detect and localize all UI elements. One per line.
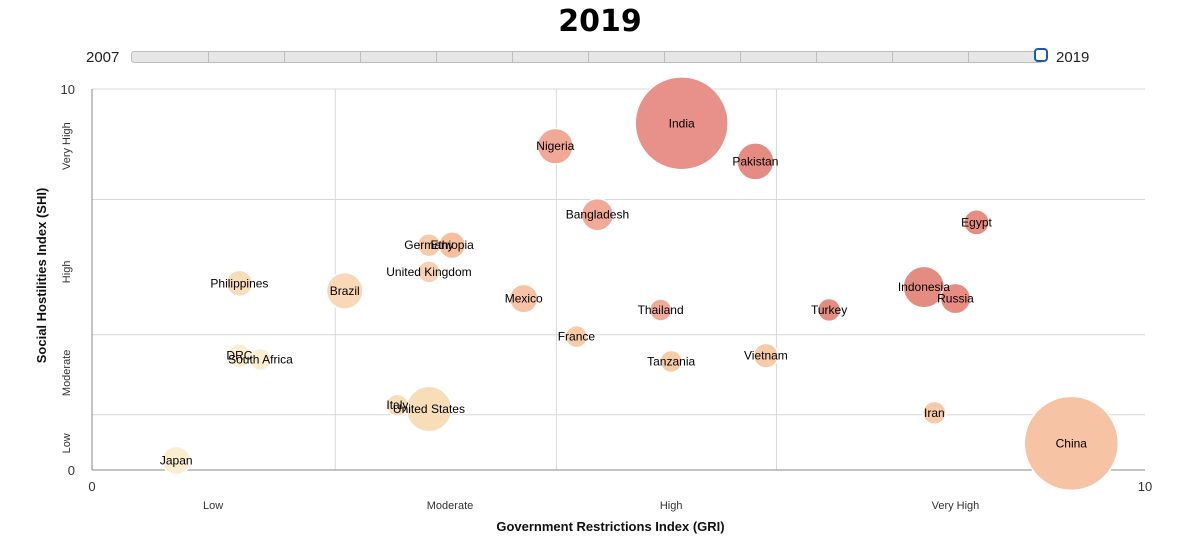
y-tick-label: 10 [61,82,75,97]
slider-tick [588,52,589,62]
bubble-pakistan [736,142,775,181]
bubble-label: Brazil [330,284,360,298]
bubble-label: India [669,116,695,130]
x-category-label: High [660,500,683,512]
slider-tick [816,52,817,62]
y-axis-title: Social Hostilities Index (SHI) [34,188,49,364]
bubble-germany [416,233,442,258]
slider-track[interactable] [131,51,1043,63]
bubble-label: Bangladesh [566,208,629,222]
bubble-united-kingdom [417,260,441,284]
bubble-label: Russia [937,292,974,306]
bubble-china [1023,395,1120,492]
bubble-label: Ethiopia [430,238,474,252]
slider-tick [664,52,665,62]
x-tick-label: 10 [1138,479,1152,494]
bubble-brazil [325,271,364,310]
bubble-label: South Africa [228,353,293,367]
slider-handle[interactable] [1034,48,1048,62]
slider-tick [436,52,437,62]
bubble-south-africa [248,347,273,372]
y-tick-label: 0 [68,463,75,478]
chart-title: 2019 [558,4,642,39]
bubble-label: Pakistan [732,154,778,168]
bubble-italy [385,393,410,417]
slider-tick [360,52,361,62]
bubble-label: Nigeria [536,139,574,153]
bubble-turkey [816,297,842,323]
x-category-label: Moderate [427,500,473,512]
bubble-japan [161,445,192,476]
x-axis-title: Government Restrictions Index (GRI) [496,519,724,534]
y-category-label: High [61,261,73,284]
bubble-label: Germany [404,238,453,252]
x-category-label: Low [203,500,223,512]
slider-start-year: 2007 [86,49,120,66]
bubble-label: Egypt [961,215,992,229]
bubble-label: Japan [160,453,193,467]
bubble-label: Tanzania [647,354,695,368]
bubble-label: France [558,330,596,344]
bubble-label: Turkey [811,303,847,317]
bubble-egypt [963,209,990,236]
bubble-label: Mexico [505,292,543,306]
slider-tick [740,52,741,62]
slider-tick [284,52,285,62]
bubble-tanzania [659,349,683,374]
slider-end-year: 2019 [1056,49,1090,66]
bubble-label: China [1056,436,1088,450]
y-category-label: Low [61,433,73,453]
bubble-bangladesh [580,197,615,232]
slider-tick [968,52,969,62]
slider-tick [208,52,209,62]
bubble-label: Indonesia [898,280,950,294]
bubble-philippines [225,269,254,298]
bubble-france [564,324,589,349]
bubble-mexico [508,283,539,314]
bubble-thailand [648,298,673,322]
year-slider[interactable]: 2007 2019 [0,44,1200,72]
bubble-nigeria [536,127,574,165]
y-category-label: Very High [61,122,73,170]
bubble-label: Italy [386,398,408,412]
slider-tick [512,52,513,62]
bubble-label: Vietnam [744,349,788,363]
bubble-label: United States [393,402,465,416]
x-tick-label: 0 [88,479,95,494]
bubble-india [634,76,729,171]
bubble-russia [939,282,972,315]
slider-tick [892,52,893,62]
bubble-iran [922,400,947,426]
bubble-label: Iran [924,406,945,420]
bubble-label: Philippines [210,276,268,290]
bubble-label: United Kingdom [386,265,471,279]
bubble-label: DRC [226,349,252,363]
y-category-label: Moderate [61,350,73,396]
bubble-label: Thailand [638,303,684,317]
x-category-label: Very High [932,500,980,512]
bubble-vietnam [752,342,779,369]
